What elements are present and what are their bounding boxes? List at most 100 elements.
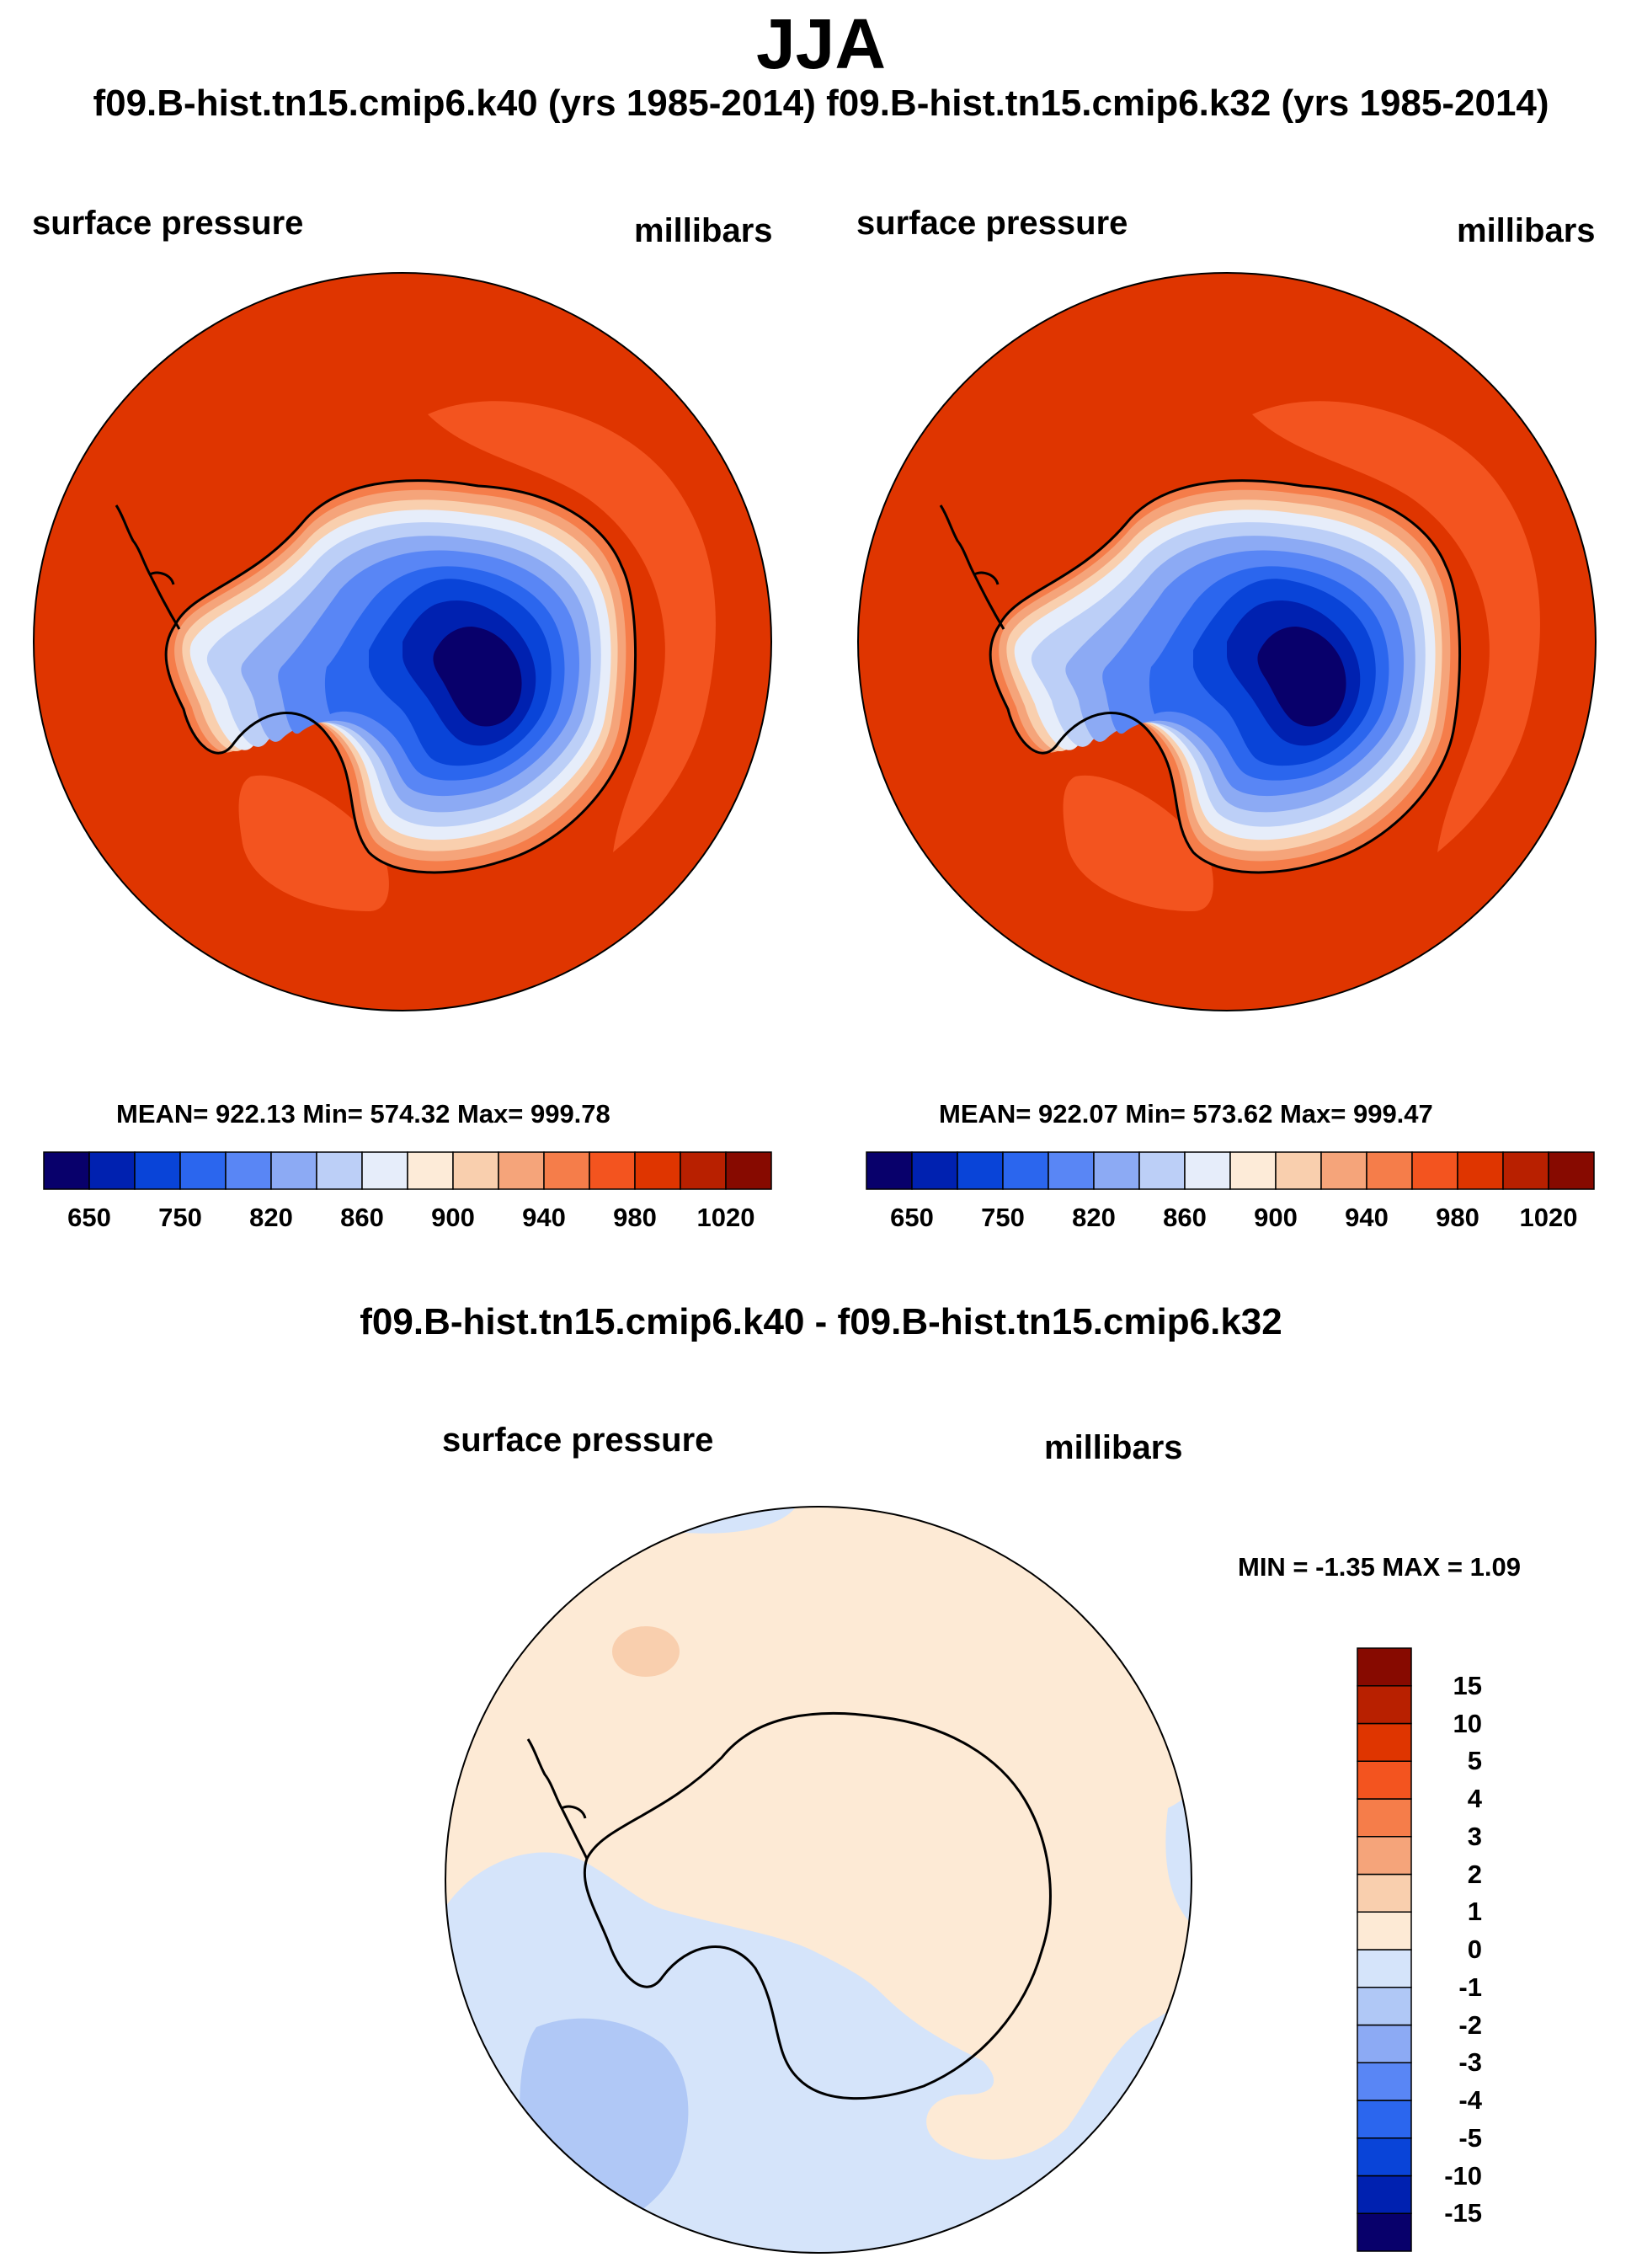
colorbar-swatch [1366, 1151, 1413, 1190]
colorbar-tick-label: 750 [981, 1203, 1025, 1232]
difference-map [445, 1506, 1192, 2254]
colorbar-swatch [1002, 1151, 1049, 1190]
colorbar-swatch [1357, 1760, 1412, 1800]
colorbar-swatch [1138, 1151, 1186, 1190]
colorbar-swatch [1093, 1151, 1140, 1190]
colorbar-swatch [1457, 1151, 1504, 1190]
colorbar-swatch [1357, 1647, 1412, 1687]
colorbar-tick-label: 900 [1254, 1203, 1298, 1232]
colorbar-swatch [634, 1151, 681, 1190]
colorbar-tick-label: 1 [1467, 1897, 1482, 1927]
colorbar-tick-label: 820 [249, 1203, 293, 1232]
colorbar-swatch [543, 1151, 590, 1190]
colorbar-swatch [1357, 2100, 1412, 2139]
antarctic-peninsula [939, 504, 1005, 630]
left-panel-variable-label: surface pressure [32, 205, 304, 242]
colorbar-swatch [43, 1151, 90, 1190]
colorbar-swatch [957, 1151, 1004, 1190]
diff-panel-variable-label: surface pressure [442, 1422, 714, 1459]
colorbar-swatch [498, 1151, 545, 1190]
colorbar-swatch [452, 1151, 499, 1190]
colorbar-tick-label: 15 [1453, 1670, 1482, 1700]
colorbar-tick-label: -5 [1458, 2122, 1482, 2153]
colorbar-tick-label: 3 [1467, 1821, 1482, 1851]
colorbar-swatch [1357, 1949, 1412, 1988]
colorbar-tick-label: 650 [890, 1203, 934, 1232]
colorbar-swatch [1320, 1151, 1367, 1190]
colorbar-tick-label: 0 [1467, 1934, 1482, 1964]
coastline [989, 479, 1462, 874]
colorbar-swatch [88, 1151, 136, 1190]
right-panel-stats: MEAN= 922.07 Min= 573.62 Max= 999.47 [939, 1099, 1433, 1129]
colorbar-swatch [589, 1151, 636, 1190]
colorbar-tick-label: 5 [1467, 1746, 1482, 1776]
colorbar-swatch [1502, 1151, 1549, 1190]
colorbar-swatch [911, 1151, 958, 1190]
right-map [857, 272, 1597, 1011]
colorbar-tick-label: 860 [340, 1203, 384, 1232]
case-titles: f09.B-hist.tn15.cmip6.k40 (yrs 1985-2014… [93, 83, 1549, 124]
map-border [857, 272, 1597, 1011]
colorbar-tick-label: 1020 [1519, 1203, 1578, 1232]
colorbar-tick-label: 750 [158, 1203, 202, 1232]
difference-title: f09.B-hist.tn15.cmip6.k40 - f09.B-hist.t… [360, 1301, 1282, 1342]
colorbar-tick-label: 980 [1436, 1203, 1479, 1232]
colorbar-swatch [1357, 1836, 1412, 1876]
orange-lobe-south [1063, 775, 1213, 911]
orange-lobe-east [428, 401, 716, 852]
figure-title: JJA [755, 4, 887, 83]
continent-layer-11 [1257, 627, 1346, 727]
left-colorbar [43, 1151, 772, 1190]
colorbar-tick-label: 650 [67, 1203, 111, 1232]
colorbar-tick-label: 820 [1072, 1203, 1116, 1232]
colorbar-tick-label: 940 [1345, 1203, 1389, 1232]
orange-lobe-south [238, 775, 389, 911]
colorbar-tick-label: 940 [522, 1203, 566, 1232]
left-panel-stats: MEAN= 922.13 Min= 574.32 Max= 999.78 [116, 1099, 610, 1129]
colorbar-tick-label: 900 [431, 1203, 475, 1232]
colorbar-swatch [1548, 1151, 1595, 1190]
colorbar-swatch [1357, 2062, 1412, 2101]
difference-colorbar [1357, 1647, 1412, 2252]
antarctic-peninsula [115, 504, 181, 630]
colorbar-tick-label: -3 [1458, 2047, 1482, 2078]
colorbar-tick-label: 1020 [696, 1203, 755, 1232]
map-border [445, 1506, 1192, 2254]
colorbar-tick-label: 4 [1467, 1784, 1482, 1813]
colorbar-tick-label: 860 [1163, 1203, 1207, 1232]
colorbar-swatch [1357, 2175, 1412, 2214]
colorbar-swatch [407, 1151, 454, 1190]
left-panel-units-label: millibars [634, 212, 773, 249]
colorbar-swatch [1357, 1685, 1412, 1725]
right-colorbar [866, 1151, 1595, 1190]
right-panel-units-label: millibars [1457, 212, 1596, 249]
colorbar-swatch [270, 1151, 317, 1190]
antarctic-peninsula [526, 1738, 589, 1860]
colorbar-swatch [1048, 1151, 1095, 1190]
colorbar-swatch [1357, 1911, 1412, 1950]
colorbar-swatch [1357, 1722, 1412, 1762]
coastline [164, 479, 637, 874]
map-border [33, 272, 772, 1011]
colorbar-tick-label: 2 [1467, 1859, 1482, 1889]
coastline [583, 1711, 1052, 2100]
colorbar-tick-label: 980 [613, 1203, 657, 1232]
colorbar-swatch [1275, 1151, 1322, 1190]
colorbar-swatch [361, 1151, 408, 1190]
colorbar-swatch [1184, 1151, 1231, 1190]
positive-region-ne [1117, 2175, 1192, 2253]
colorbar-tick-label: 10 [1453, 1708, 1482, 1738]
colorbar-swatch [680, 1151, 727, 1190]
colorbar-swatch [134, 1151, 181, 1190]
colorbar-tick-label: -1 [1458, 1972, 1482, 2002]
diff-panel-units-label: millibars [1044, 1429, 1183, 1466]
colorbar-tick-label: -4 [1458, 2085, 1482, 2115]
colorbar-swatch [1411, 1151, 1458, 1190]
continent-layer-11 [433, 627, 522, 727]
diff-minmax: MIN = -1.35 MAX = 1.09 [1238, 1552, 1521, 1582]
colorbar-swatch [316, 1151, 363, 1190]
colorbar-tick-label: -10 [1444, 2160, 1482, 2191]
colorbar-swatch [1357, 1798, 1412, 1838]
orange-lobe-east [1252, 401, 1540, 852]
colorbar-swatch [1229, 1151, 1277, 1190]
